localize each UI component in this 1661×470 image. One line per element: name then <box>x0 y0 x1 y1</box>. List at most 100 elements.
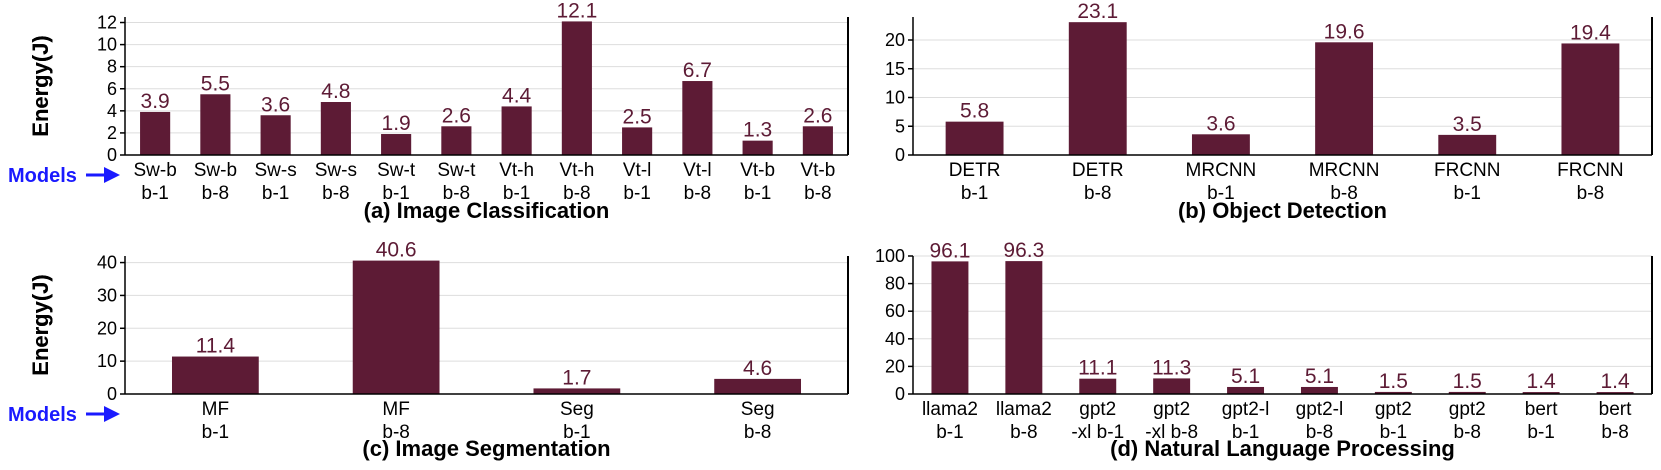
bar <box>140 111 171 155</box>
bar-value-label: 96.1 <box>930 239 971 262</box>
x-tick-label: Sw-b <box>133 160 176 181</box>
bar-value-label: 11.1 <box>1078 357 1117 380</box>
panel-title: (b) Object Detection <box>1178 198 1387 223</box>
bar <box>352 260 440 394</box>
x-tick-label-batch: b-8 <box>684 183 711 204</box>
bar <box>533 388 621 394</box>
bar-value-label: 5.1 <box>1231 365 1260 388</box>
bar <box>1227 386 1265 394</box>
x-tick-label: Vt-l <box>683 160 712 181</box>
bar-value-label: 2.6 <box>803 104 832 127</box>
x-tick-label-batch: b-1 <box>1232 422 1259 443</box>
bar-value-label: 40.6 <box>376 239 417 262</box>
bar-value-label: 3.9 <box>141 90 170 113</box>
x-tick-label: gpt2 <box>1153 399 1190 420</box>
x-tick-label: llama2 <box>996 399 1052 420</box>
bar <box>622 127 653 155</box>
x-tick-label-batch: b-8 <box>804 183 831 204</box>
y-tick-label: 12 <box>97 13 117 33</box>
bar <box>1448 391 1486 394</box>
x-tick-label-batch: b-8 <box>443 183 470 204</box>
bar <box>381 134 412 155</box>
bar <box>714 378 802 394</box>
bar-value-label: 3.6 <box>261 93 290 116</box>
chart-panel-3: 01020304011.4MFb-140.6MFb-81.7Segb-14.6S… <box>8 239 849 461</box>
bar <box>1068 22 1127 155</box>
bar <box>1079 378 1117 394</box>
bar-value-label: 1.4 <box>1527 370 1557 393</box>
y-tick-label: 0 <box>107 384 117 404</box>
y-axis-label: Energy(J) <box>28 274 53 375</box>
bar <box>1153 378 1191 394</box>
x-tick-label: Sw-s <box>255 160 297 181</box>
bar-value-label: 5.8 <box>960 100 989 123</box>
x-tick-label: DETR <box>1072 160 1124 181</box>
bar <box>1522 392 1560 394</box>
x-tick-label: MF <box>382 399 409 420</box>
y-tick-label: 0 <box>895 384 905 404</box>
y-tick-label: 20 <box>97 318 117 338</box>
bar <box>1561 43 1620 156</box>
x-tick-label: gpt2 <box>1375 399 1412 420</box>
x-tick-label-batch: b-1 <box>503 183 530 204</box>
y-tick-label: 100 <box>875 246 905 266</box>
bar-value-label: 23.1 <box>1077 0 1118 23</box>
x-tick-label-batch: b-8 <box>1306 422 1333 443</box>
x-tick-label-batch: b-1 <box>1380 422 1407 443</box>
y-tick-label: 10 <box>885 88 905 108</box>
bar-value-label: 12.1 <box>556 0 597 22</box>
bar <box>1005 261 1043 394</box>
y-tick-label: 4 <box>107 101 117 121</box>
x-tick-label-batch: -xl b-8 <box>1145 422 1198 443</box>
bar <box>1374 391 1412 394</box>
x-tick-label-batch: b-1 <box>1527 422 1554 443</box>
bar <box>441 126 472 155</box>
bar-value-label: 3.5 <box>1453 113 1482 136</box>
y-tick-label: 6 <box>107 79 117 99</box>
x-tick-label-batch: b-1 <box>262 183 289 204</box>
x-tick-label: Sw-s <box>315 160 357 181</box>
x-tick-label-batch: b-1 <box>141 183 168 204</box>
x-tick-label: gpt2 <box>1079 399 1116 420</box>
x-tick-label: DETR <box>949 160 1001 181</box>
x-tick-label: FRCNN <box>1434 160 1501 181</box>
panel-title: (d) Natural Language Processing <box>1110 436 1455 461</box>
y-tick-label: 80 <box>885 274 905 294</box>
y-tick-label: 10 <box>97 351 117 371</box>
x-tick-label-batch: b-1 <box>202 422 229 443</box>
y-tick-label: 5 <box>895 116 905 136</box>
bar-value-label: 5.1 <box>1305 365 1334 388</box>
y-tick-label: 2 <box>107 123 117 143</box>
bar-value-label: 11.3 <box>1152 356 1191 379</box>
x-tick-label-batch: b-1 <box>1454 183 1481 204</box>
x-tick-label: bert <box>1599 399 1632 420</box>
bar-value-label: 4.8 <box>321 80 350 103</box>
y-tick-label: 0 <box>895 145 905 165</box>
y-tick-label: 30 <box>97 285 117 305</box>
x-tick-label: gpt2-l <box>1296 399 1344 420</box>
y-tick-label: 8 <box>107 57 117 77</box>
bar <box>1191 134 1250 155</box>
x-tick-label-batch: b-8 <box>563 183 590 204</box>
bar-value-label: 1.9 <box>382 112 411 135</box>
bar <box>320 102 351 155</box>
x-tick-label: Vt-h <box>499 160 534 181</box>
models-arrow-icon <box>104 406 120 422</box>
bar <box>682 81 713 155</box>
bar-value-label: 1.5 <box>1379 370 1408 393</box>
bar-value-label: 2.5 <box>623 105 652 128</box>
x-tick-label-batch: b-8 <box>1454 422 1481 443</box>
panel-title: (a) Image Classification <box>364 198 610 223</box>
y-axis-label: Energy(J) <box>28 35 53 136</box>
bar-value-label: 1.7 <box>562 366 591 389</box>
x-tick-label: Seg <box>560 399 594 420</box>
y-tick-label: 10 <box>97 35 117 55</box>
models-arrow-icon <box>104 167 120 183</box>
x-tick-label: Sw-t <box>437 160 476 181</box>
bar-value-label: 4.6 <box>743 357 772 380</box>
x-tick-label: MRCNN <box>1186 160 1257 181</box>
x-tick-label-batch: b-8 <box>1330 183 1357 204</box>
y-tick-label: 40 <box>97 253 117 273</box>
x-tick-label: FRCNN <box>1557 160 1624 181</box>
